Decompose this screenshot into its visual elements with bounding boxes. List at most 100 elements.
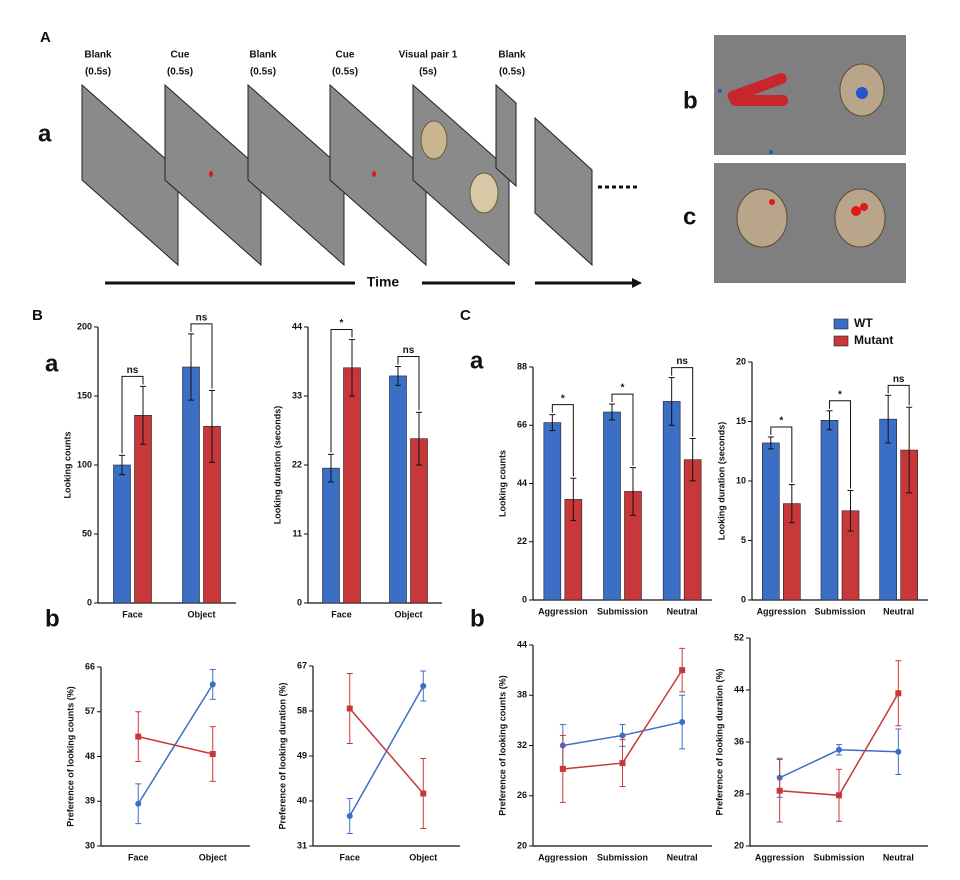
gaze-point [769, 199, 775, 205]
panel-label: B [32, 307, 43, 324]
x-tick-label: Face [339, 852, 360, 862]
significance-label: * [838, 389, 842, 400]
x-tick-label: Object [199, 852, 227, 862]
significance-bracket [671, 367, 694, 437]
slide [81, 83, 179, 267]
y-tick-label: 52 [734, 632, 744, 642]
arrow-head [632, 278, 642, 288]
marker [679, 667, 686, 674]
gaze-point [718, 89, 722, 93]
y-tick-label: 31 [297, 840, 307, 850]
step-duration: (0.5s) [167, 67, 193, 78]
gaze-point [769, 150, 773, 154]
bar [879, 418, 897, 601]
x-tick-label: Submission [813, 852, 864, 862]
y-tick-label: 0 [522, 594, 527, 604]
bar [113, 464, 131, 604]
series-line [138, 735, 213, 755]
bar [603, 411, 621, 601]
y-tick-label: 49 [297, 750, 307, 760]
y-tick-label: 57 [85, 706, 95, 716]
x-tick-label: Aggression [755, 852, 805, 862]
step-duration: (5s) [419, 67, 437, 78]
panel-label: a [45, 350, 59, 377]
significance-bracket [770, 426, 793, 483]
y-tick-label: 48 [85, 751, 95, 761]
y-tick-label: 0 [741, 594, 746, 604]
marker [346, 813, 353, 819]
y-tick-label: 20 [736, 356, 746, 366]
y-tick-label: 30 [85, 840, 95, 850]
monkey-face [420, 120, 448, 160]
panel-label: C [460, 307, 471, 324]
significance-bracket [190, 323, 213, 389]
y-tick-label: 20 [734, 840, 744, 850]
y-tick-label: 150 [77, 390, 92, 400]
marker [135, 800, 142, 807]
gaze-point [860, 203, 868, 211]
significance-label: ns [196, 313, 208, 324]
y-tick-label: 26 [517, 790, 527, 800]
monkey-face [736, 188, 788, 248]
y-axis-label: Preference of looking duration (%) [277, 682, 287, 829]
significance-label: * [621, 383, 625, 394]
significance-bracket [121, 375, 144, 454]
y-tick-label: 32 [517, 740, 527, 750]
bar [662, 401, 681, 601]
significance-bracket [397, 356, 420, 411]
y-tick-label: 67 [297, 660, 307, 670]
significance-label: * [561, 393, 565, 404]
y-tick-label: 36 [734, 736, 744, 746]
legend-swatch [833, 318, 849, 330]
legend-swatch [833, 335, 849, 347]
slide [247, 83, 345, 267]
y-tick-label: 0 [87, 597, 92, 607]
x-tick-label: Aggression [757, 606, 807, 616]
significance-label: ns [127, 365, 139, 376]
y-tick-label: 38 [517, 690, 527, 700]
y-tick-label: 88 [517, 361, 527, 371]
y-axis-label: Preference of looking duration (%) [714, 668, 724, 815]
y-axis-label: Looking counts [62, 432, 72, 499]
panel-c-image: c [683, 163, 906, 283]
step-name: Visual pair 1 [399, 50, 458, 61]
y-tick-label: 33 [292, 390, 302, 400]
bar [343, 367, 361, 604]
y-tick-label: 10 [736, 475, 746, 485]
panel-label: b [683, 87, 698, 114]
y-tick-label: 44 [292, 321, 302, 331]
y-tick-label: 44 [517, 478, 527, 488]
y-axis-label: Looking duration (seconds) [272, 406, 282, 525]
marker [836, 746, 842, 753]
step-duration: (0.5s) [250, 67, 276, 78]
slide [412, 83, 510, 267]
significance-label: * [779, 416, 783, 427]
marker [679, 719, 686, 726]
step-name: Blank [249, 50, 277, 61]
y-tick-label: 15 [736, 416, 746, 426]
step-duration: (0.5s) [85, 67, 111, 78]
legend-label: Mutant [854, 333, 893, 347]
x-tick-label: Neutral [883, 606, 914, 616]
y-tick-label: 22 [292, 459, 302, 469]
y-axis-label: Looking counts [497, 450, 507, 517]
x-tick-label: Neutral [883, 852, 914, 862]
y-tick-label: 100 [77, 459, 92, 469]
slides [81, 83, 640, 267]
significance-label: ns [893, 374, 905, 385]
slide [164, 83, 262, 267]
bar [182, 366, 200, 604]
gaze-point [856, 87, 868, 99]
y-tick-label: 66 [85, 661, 95, 671]
y-tick-label: 44 [517, 639, 527, 649]
marker [209, 751, 216, 758]
panel-label: a [470, 347, 484, 374]
y-tick-label: 44 [734, 684, 744, 694]
cue-dot [372, 171, 376, 177]
x-tick-label: Object [187, 609, 215, 619]
series-line [137, 684, 214, 805]
marker [559, 765, 566, 772]
marker [619, 732, 626, 739]
step-name: Cue [336, 50, 355, 61]
